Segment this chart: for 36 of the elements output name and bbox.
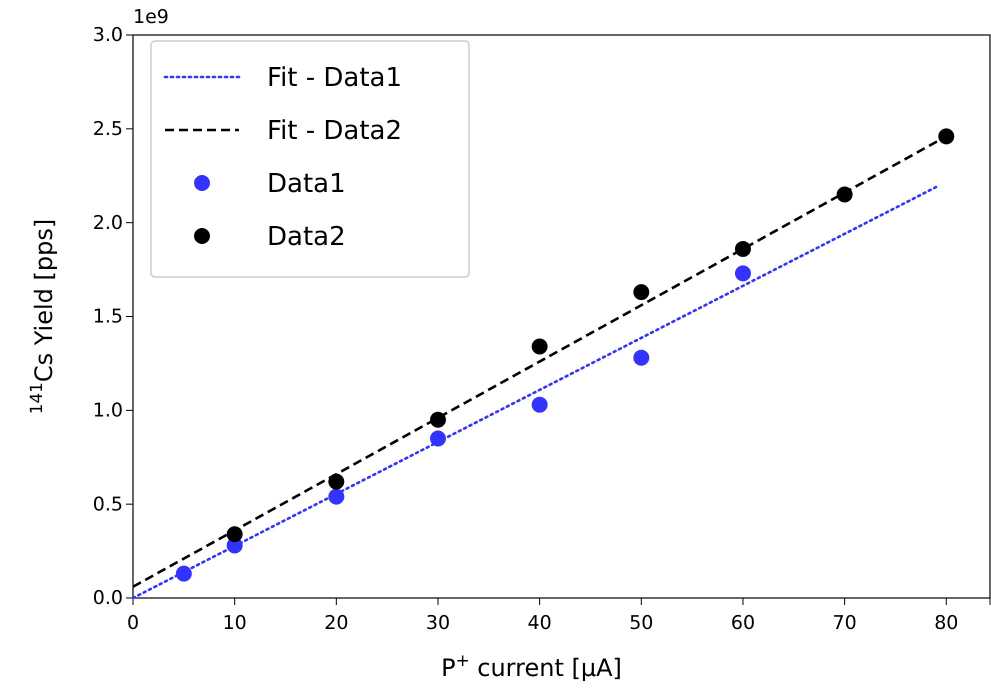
- x-tick-label: 70: [832, 612, 857, 634]
- x-tick-label: 10: [222, 612, 247, 634]
- y-tick-label: 0.5: [92, 493, 123, 516]
- y-tick-label: 0.0: [92, 587, 123, 610]
- text: 1e9: [133, 6, 169, 28]
- point: [734, 240, 751, 257]
- point: [836, 186, 853, 202]
- legend-label: Fit - Data2: [267, 116, 402, 146]
- legend-label: Data1: [267, 169, 346, 200]
- y-tick-label: 1.5: [92, 306, 123, 328]
- y-tick-label: 3.0: [92, 24, 123, 46]
- x-tick-label: 40: [528, 612, 552, 634]
- point: [633, 350, 650, 366]
- point: [430, 412, 446, 428]
- x-tick-label: 80: [934, 612, 958, 634]
- y-tick-label: 2.0: [92, 212, 123, 234]
- point: [430, 430, 446, 446]
- x-tick-label: 20: [324, 612, 348, 634]
- y-tick-label: 2.5: [92, 118, 123, 140]
- point: [176, 566, 192, 582]
- legend-label: Fit - Data1: [267, 63, 402, 94]
- point: [328, 488, 344, 505]
- point: [226, 526, 243, 542]
- x-tick-label: 60: [730, 612, 756, 634]
- point: [633, 284, 650, 300]
- point: [532, 396, 548, 413]
- point: [938, 128, 954, 144]
- x-axis-title: P$^{+}$ current [μA]: [441, 650, 622, 682]
- point: [328, 474, 344, 490]
- y-tick-label: 1.0: [92, 399, 123, 422]
- x-tick-label: 30: [426, 612, 450, 634]
- point: [734, 265, 751, 282]
- x-tick-label: 0: [126, 612, 140, 634]
- legend-label: Data2: [267, 222, 346, 252]
- x-tick-label: 50: [629, 612, 654, 634]
- point: [532, 338, 548, 354]
